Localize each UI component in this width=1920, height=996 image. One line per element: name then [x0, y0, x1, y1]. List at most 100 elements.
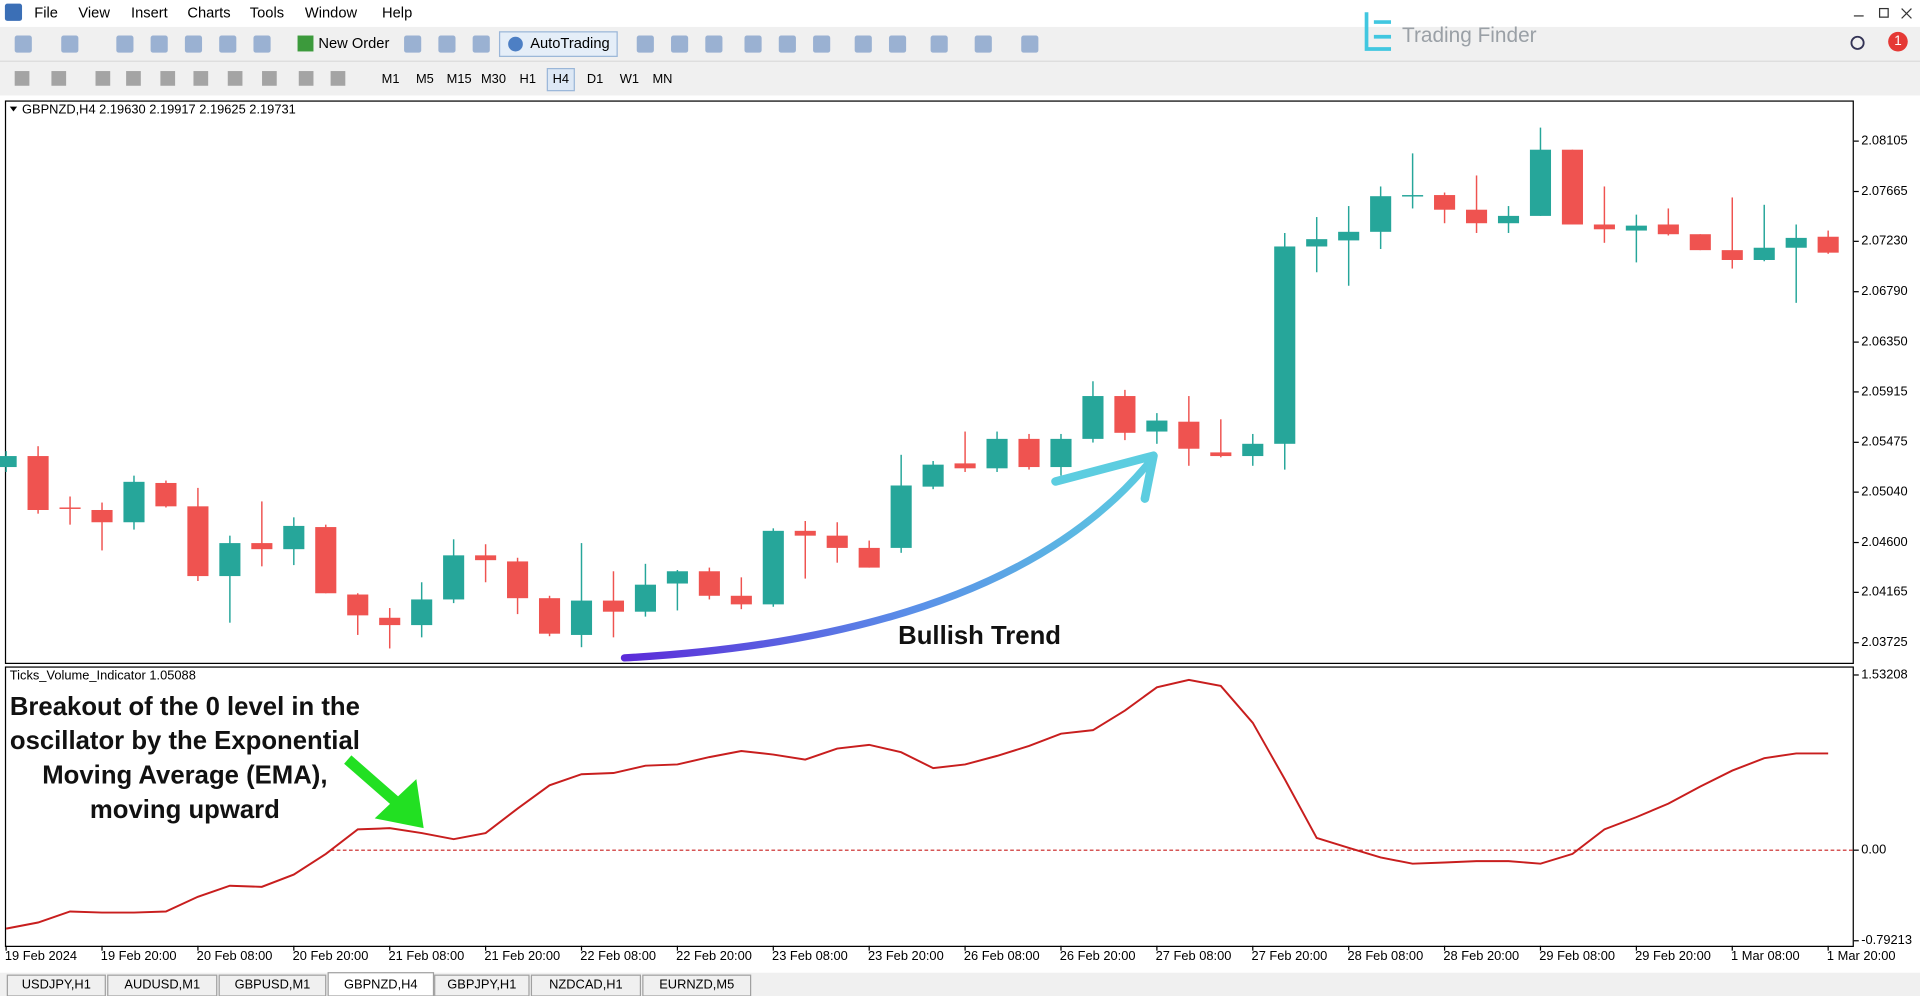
toolbar-icon[interactable] — [974, 35, 992, 53]
tool-icon[interactable] — [193, 71, 209, 86]
timeframe-button[interactable]: MN — [652, 71, 672, 86]
y-tick-label: 2.03725 — [1861, 634, 1907, 649]
candle-body — [443, 555, 465, 600]
toolbar-icon[interactable] — [888, 35, 907, 53]
toolbar-icon[interactable] — [854, 35, 872, 53]
tool-icon[interactable] — [330, 71, 346, 86]
tab-label: GBPNZD,H4 — [344, 976, 418, 991]
indicator-line — [5, 678, 1829, 930]
toolbar-icon[interactable] — [472, 35, 490, 53]
toolbar-icon[interactable] — [14, 35, 32, 53]
candle-body — [858, 547, 880, 568]
x-tick-label: 27 Feb 08:00 — [1156, 948, 1232, 963]
search-icon[interactable] — [1850, 35, 1865, 50]
tab-label: GBPUSD,M1 — [235, 976, 311, 991]
candle-body — [1306, 239, 1328, 247]
tool-icon[interactable] — [262, 71, 277, 86]
candle-body — [666, 571, 688, 584]
toolbar-icon[interactable] — [184, 35, 203, 53]
toolbar-icon[interactable] — [219, 35, 237, 53]
menu-item[interactable]: Help — [382, 5, 412, 21]
y-tick-label: 2.05915 — [1861, 383, 1907, 398]
timeframe-button[interactable]: M1 — [382, 71, 400, 86]
trend-arrow — [620, 459, 1153, 662]
tab-label: GBPJPY,H1 — [447, 976, 516, 991]
candle-body — [411, 599, 433, 626]
x-tick-label: 20 Feb 20:00 — [293, 948, 369, 963]
candle-body — [1146, 420, 1168, 432]
toolbar-icon[interactable] — [1021, 35, 1039, 53]
y2-tick-label: 1.53208 — [1861, 666, 1907, 681]
x-tick-label: 21 Feb 20:00 — [484, 948, 560, 963]
toolbar-icon[interactable] — [253, 35, 271, 53]
x-tick-label: 1 Mar 20:00 — [1827, 948, 1896, 963]
toolbar-icon[interactable] — [705, 35, 723, 53]
toolbar-icon[interactable] — [744, 35, 762, 53]
menu-item[interactable]: File — [34, 5, 58, 21]
candle-body — [1721, 250, 1743, 260]
toolbar-icon[interactable] — [116, 35, 134, 53]
tab[interactable] — [530, 974, 642, 996]
menu-item[interactable]: Window — [305, 5, 358, 21]
menu-item[interactable]: Tools — [250, 5, 284, 21]
candle-body — [1082, 396, 1104, 439]
tool-icon[interactable] — [95, 71, 111, 86]
restore[interactable] — [1878, 7, 1889, 18]
timeframe-button[interactable]: M30 — [481, 71, 506, 86]
tab-active[interactable] — [327, 972, 435, 996]
candle-body — [1689, 234, 1711, 251]
toolbar-icon[interactable] — [636, 35, 654, 53]
candle-body — [1050, 438, 1072, 468]
annotation-line: Breakout of the 0 level in the — [10, 693, 360, 721]
new-order-label: New Order — [318, 36, 389, 52]
notification-badge[interactable] — [1888, 31, 1908, 52]
toolbar-icon[interactable] — [404, 35, 422, 53]
timeframe-button[interactable]: D1 — [587, 71, 603, 86]
toolbar-icon[interactable] — [930, 35, 948, 53]
toolbar-icon[interactable] — [813, 35, 831, 53]
x-tick-label: 26 Feb 20:00 — [1060, 948, 1136, 963]
candle-body — [1178, 421, 1200, 449]
badge-count: 1 — [1894, 33, 1901, 48]
y-tick-label: 2.06790 — [1861, 283, 1907, 298]
toolbar-icon[interactable] — [778, 35, 796, 53]
candle-body — [187, 506, 209, 577]
tab[interactable] — [6, 974, 106, 996]
toolbar-icon[interactable] — [61, 35, 79, 53]
menu-item[interactable]: View — [78, 5, 110, 21]
tool-icon[interactable] — [51, 71, 67, 86]
tool-icon[interactable] — [14, 71, 30, 86]
y-tick-label: 2.07665 — [1861, 183, 1907, 198]
candle-body — [1593, 224, 1615, 230]
tab[interactable] — [218, 974, 327, 996]
candle-body — [922, 464, 944, 487]
tool-icon[interactable] — [227, 71, 243, 86]
timeframe-button[interactable]: M5 — [416, 71, 434, 86]
tab[interactable] — [434, 974, 530, 996]
timeframe-button[interactable]: M15 — [447, 71, 472, 86]
tab[interactable] — [642, 974, 752, 996]
candle-body — [698, 571, 720, 596]
toolbar-icon[interactable] — [150, 35, 168, 53]
tool-icon[interactable] — [160, 71, 176, 86]
y-tick-label: 2.06350 — [1861, 333, 1907, 348]
tab[interactable] — [107, 974, 218, 996]
tool-icon[interactable] — [298, 71, 314, 86]
candle-body — [347, 594, 369, 616]
candle-body — [1210, 452, 1232, 457]
menu-item[interactable]: Charts — [187, 5, 230, 21]
timeframe-button[interactable]: H1 — [520, 71, 536, 86]
toolbar-icon[interactable] — [671, 35, 689, 53]
x-tick-label: 27 Feb 20:00 — [1252, 948, 1328, 963]
menu-item[interactable]: Insert — [131, 5, 168, 21]
app-icon — [4, 3, 23, 21]
y-tick-label: 2.08105 — [1861, 133, 1907, 148]
header-triangle — [9, 106, 18, 112]
x-tick-label: 28 Feb 08:00 — [1347, 948, 1423, 963]
tool-icon[interactable] — [126, 71, 141, 86]
candle-body — [730, 595, 752, 605]
timeframe-button[interactable]: H4 — [553, 71, 569, 86]
candle-body — [1657, 224, 1679, 235]
toolbar-icon[interactable] — [438, 35, 456, 53]
timeframe-button[interactable]: W1 — [620, 71, 639, 86]
